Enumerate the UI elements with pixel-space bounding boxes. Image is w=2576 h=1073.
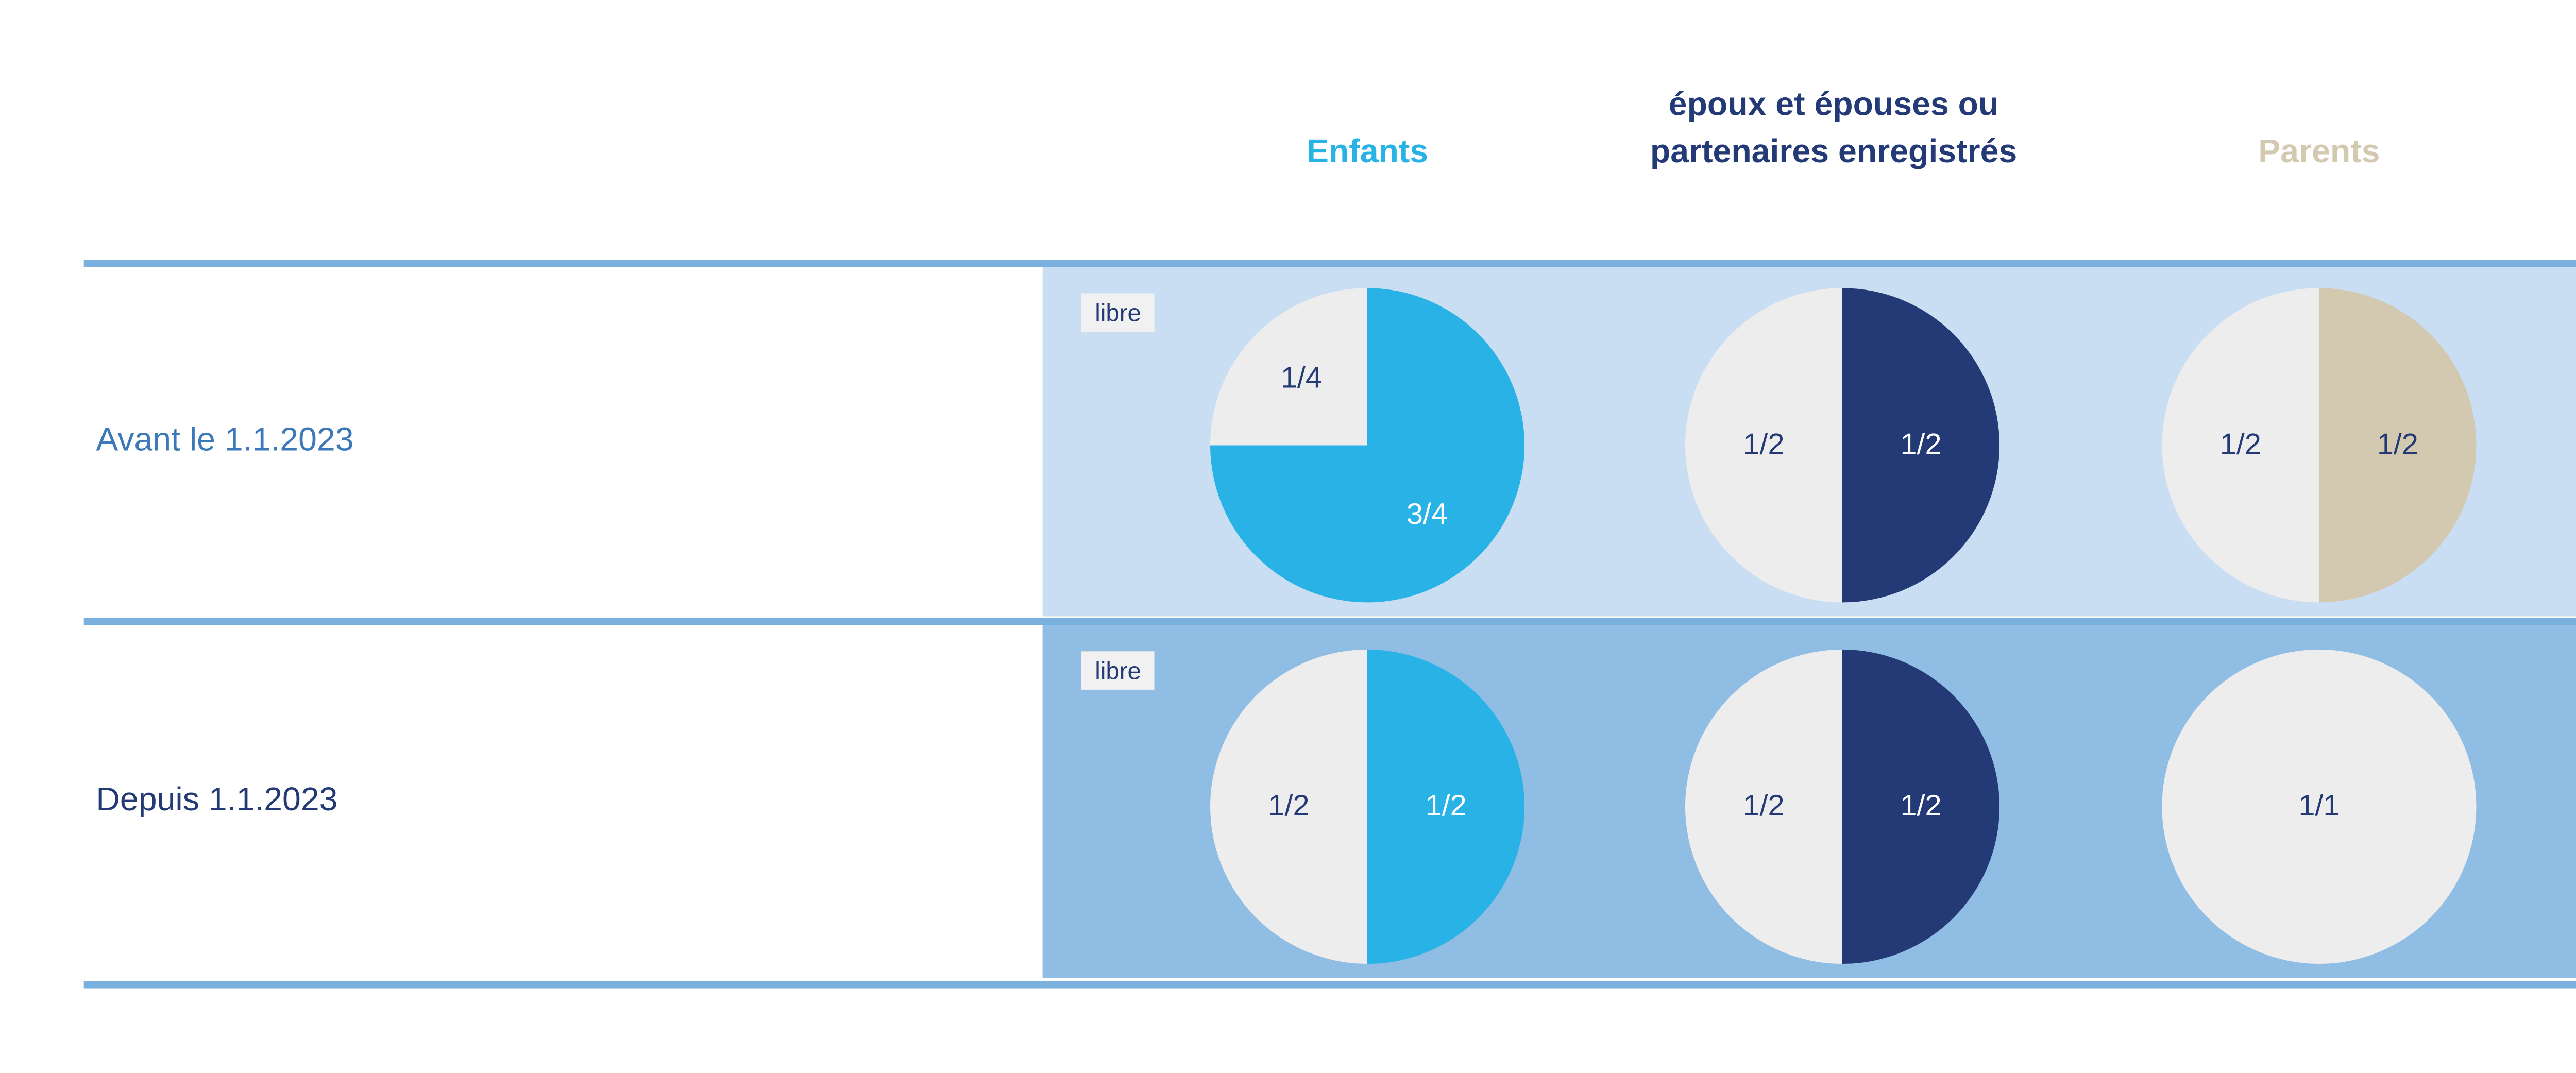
pie-avant-parents: 1/2 1/2 xyxy=(2162,288,2477,603)
column-header-spouses-line2: partenaires enregistrés xyxy=(1650,134,2018,172)
pie-depuis-enfants: 1/2 1/2 xyxy=(1210,649,1525,964)
pie-avant-spouses: 1/2 1/2 xyxy=(1685,288,2000,603)
column-header-spouses: époux et épouses ou partenaires enregist… xyxy=(1537,82,2130,176)
row-depuis-2023: Depuis 1.1.2023 libre 1/2 1/2 1/2 1/2 1/… xyxy=(0,625,2576,978)
divider-middle xyxy=(83,618,2576,625)
free-share-badge: libre xyxy=(1081,293,1156,332)
row-avant-2023: Avant le 1.1.2023 libre 1/4 3/4 1/2 1/2 … xyxy=(0,267,2576,617)
pie-reserved-fraction-label: 1/2 xyxy=(1425,789,1467,823)
pie-free-fraction-label: 1/2 xyxy=(1743,789,1785,823)
pie-reserved-fraction-label: 1/2 xyxy=(1900,789,1942,823)
pie-avant-enfants: 1/4 3/4 xyxy=(1210,288,1525,603)
column-header-spouses-line1: époux et épouses ou xyxy=(1668,87,1999,124)
pie-reserved-fraction-label: 3/4 xyxy=(1406,497,1448,531)
pie-free-fraction-label: 1/4 xyxy=(1280,362,1322,395)
row-panel-avant: libre 1/4 3/4 1/2 1/2 1/2 1/2 xyxy=(1042,267,2576,617)
pie-reserved-fraction-label: 1/2 xyxy=(2377,428,2418,461)
column-header-parents: Parents xyxy=(2258,134,2380,172)
row-panel-depuis: libre 1/2 1/2 1/2 1/2 1/1 xyxy=(1042,625,2576,978)
column-header-enfants: Enfants xyxy=(1306,134,1429,172)
pie-free-fraction-label: 1/2 xyxy=(2219,428,2261,461)
divider-top xyxy=(83,260,2576,267)
free-share-badge: libre xyxy=(1081,651,1156,690)
row-label-depuis: Depuis 1.1.2023 xyxy=(96,782,338,819)
pie-free-fraction-label: 1/2 xyxy=(1743,428,1785,461)
pie-free-fraction-label: 1/1 xyxy=(2298,789,2340,823)
pie-free-fraction-label: 1/2 xyxy=(1268,789,1310,823)
row-label-avant: Avant le 1.1.2023 xyxy=(96,422,354,459)
divider-bottom xyxy=(83,981,2576,989)
pie-depuis-spouses: 1/2 1/2 xyxy=(1685,649,2000,964)
pie-depuis-parents: 1/1 xyxy=(2162,649,2477,964)
pie-reserved-fraction-label: 1/2 xyxy=(1900,428,1942,461)
